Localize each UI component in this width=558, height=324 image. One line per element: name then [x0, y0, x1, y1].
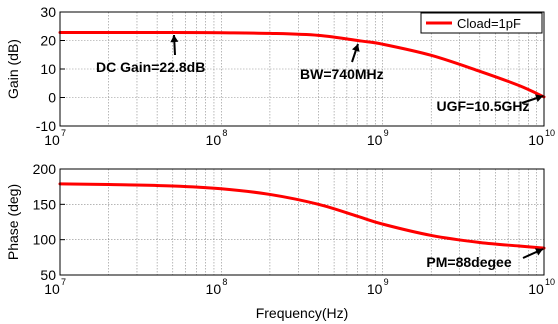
phase-x-tick-base: 10 — [367, 281, 383, 297]
phase-x-tick-base: 10 — [528, 281, 544, 297]
annotation-dc-gain-22-8db-arrow-head — [170, 35, 179, 43]
gain-x-tick-exponent: 10 — [545, 128, 555, 138]
gain-series — [58, 30, 546, 99]
annotation-dc-gain-22-8db-text: DC Gain=22.8dB — [96, 59, 205, 75]
phase-y-tick-label: 50 — [40, 267, 56, 283]
phase-x-tick-base: 10 — [206, 281, 222, 297]
gain-y-ticks: -10 0 10 20 30 — [36, 4, 65, 134]
phase-x-ticks: 10 7 10 8 10 9 10 10 — [44, 277, 555, 297]
gain-x-tick-exponent: 7 — [61, 128, 66, 138]
phase-series-line — [58, 182, 546, 250]
gain-x-tick-exponent: 9 — [384, 128, 389, 138]
annotation-dc-gain-22-8db: DC Gain=22.8dB — [96, 34, 205, 75]
gain-x-tick-base: 10 — [367, 132, 383, 148]
phase-x-tick-10-7: 10 7 — [44, 277, 66, 297]
phase-plot-frame — [60, 169, 544, 275]
annotation-pm-88degee-arrow-head — [534, 248, 543, 256]
gain-x-tick-10-9: 10 9 — [367, 128, 389, 148]
phase-y-tick-label: 150 — [33, 196, 57, 212]
gain-x-tick-exponent: 8 — [222, 128, 227, 138]
phase-x-tick-10-10: 10 10 — [528, 277, 555, 297]
gain-x-tick-10-8: 10 8 — [206, 128, 228, 148]
annotation-ugf-10-5ghz-text: UGF=10.5GHz — [437, 98, 530, 114]
gain-y-tick-label: 0 — [48, 90, 56, 106]
phase-series — [58, 182, 546, 250]
annotation-bw-740mhz-arrow-head — [351, 44, 360, 52]
annotation-pm-88degee-text: PM=88degee — [426, 254, 511, 270]
gain-y-tick-label: 20 — [40, 33, 56, 49]
gain-series-line — [58, 30, 546, 99]
phase-x-tick-base: 10 — [44, 281, 60, 297]
gain-grid — [60, 12, 544, 126]
frequency-x-axis-label: Frequency(Hz) — [256, 305, 349, 321]
phase-x-tick-exponent: 7 — [61, 277, 66, 287]
phase-x-tick-exponent: 8 — [222, 277, 227, 287]
legend-box — [420, 12, 543, 34]
phase-x-tick-10-8: 10 8 — [206, 277, 228, 297]
gain-x-tick-base: 10 — [44, 132, 60, 148]
phase-x-tick-exponent: 9 — [384, 277, 389, 287]
gain-x-tick-10-7: 10 7 — [44, 128, 66, 148]
gain-annotations: DC Gain=22.8dB BW=740MHz UGF=10.5GHz — [96, 34, 544, 114]
phase-y-ticks: 50 100 150 200 — [33, 161, 65, 283]
phase-x-tick-10-9: 10 9 — [367, 277, 389, 297]
phase-y-tick-label: 100 — [33, 232, 57, 248]
gain-y-tick-label: 10 — [40, 61, 56, 77]
gain-y-tick-label: -10 — [36, 118, 56, 134]
gain-y-axis-label: Gain (dB) — [5, 39, 21, 99]
annotation-ugf-10-5ghz-arrow-head — [535, 94, 543, 103]
phase-y-axis-label: Phase (deg) — [5, 184, 21, 260]
gain-x-tick-base: 10 — [206, 132, 222, 148]
phase-annotations: PM=88degee — [426, 248, 544, 270]
gain-x-tick-10-10: 10 10 — [528, 128, 555, 148]
legend-entry-cload-1pf: Cload=1pF — [457, 16, 521, 31]
gain-y-tick-label: 30 — [40, 4, 56, 20]
annotation-pm-88degee: PM=88degee — [426, 248, 544, 270]
gain-legend: Cload=1pF — [420, 12, 543, 34]
gain-x-ticks: 10 7 10 8 10 9 10 10 — [44, 128, 555, 148]
annotation-ugf-10-5ghz: UGF=10.5GHz — [437, 94, 544, 114]
phase-y-tick-label: 200 — [33, 161, 57, 177]
annotation-bw-740mhz-text: BW=740MHz — [300, 66, 384, 82]
annotation-bw-740mhz: BW=740MHz — [300, 43, 384, 82]
gain-x-tick-base: 10 — [528, 132, 544, 148]
phase-x-tick-exponent: 10 — [545, 277, 555, 287]
phase-plot-border — [59, 168, 545, 276]
